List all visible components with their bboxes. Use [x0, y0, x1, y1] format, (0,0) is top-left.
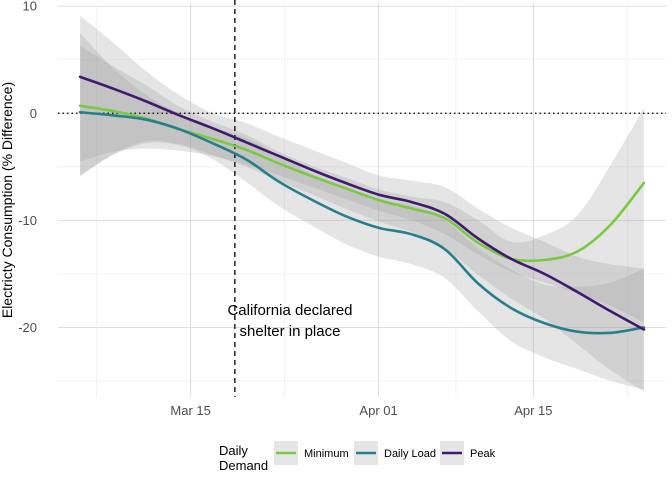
legend-title-line-2: Demand — [219, 458, 268, 473]
x-axis-ticks: Mar 15 Apr 01 Apr 15 — [170, 403, 552, 418]
annotation: California declared shelter in place — [227, 302, 352, 340]
legend-items: Minimum Daily Load Peak — [274, 441, 496, 465]
y-axis-title: Electricty Consumption (% Difference) — [0, 82, 15, 318]
legend-title-line-1: Daily — [219, 443, 248, 458]
x-tick-label: Apr 01 — [359, 403, 397, 418]
series-line-peak — [78, 75, 646, 331]
reference-lines — [58, 0, 666, 397]
y-tick-label: 10 — [23, 0, 37, 14]
annotation-line-1: California declared — [227, 302, 352, 319]
confidence-band-peak — [80, 15, 644, 392]
legend-label-minimum: Minimum — [304, 448, 349, 460]
legend-label-daily-load: Daily Load — [384, 448, 436, 460]
x-tick-label: Apr 15 — [514, 403, 552, 418]
y-tick-label: -20 — [18, 320, 37, 335]
legend-label-peak: Peak — [470, 448, 496, 460]
y-axis-ticks: 10 0 -10 -20 — [18, 0, 37, 335]
annotation-line-2: shelter in place — [240, 323, 341, 340]
confidence-ribbons — [80, 15, 644, 392]
x-tick-label: Mar 15 — [170, 403, 210, 418]
legend: Daily Demand Minimum Daily Load Peak — [219, 441, 496, 473]
y-tick-label: 0 — [30, 106, 37, 121]
confidence-band-daily-load — [80, 33, 644, 390]
series-line-daily-load — [78, 110, 646, 335]
series-lines — [78, 75, 646, 335]
y-tick-label: -10 — [18, 213, 37, 228]
